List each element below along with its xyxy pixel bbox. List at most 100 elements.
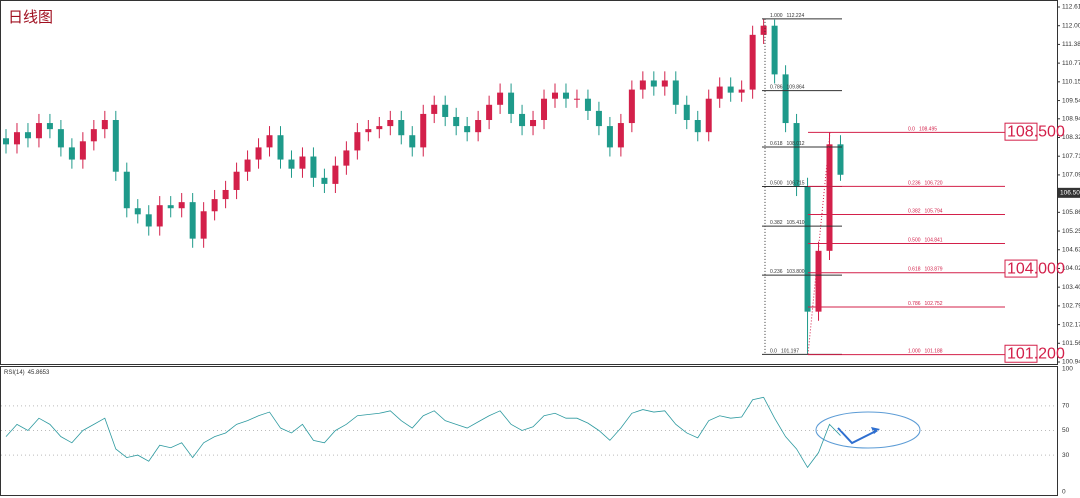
main-panel	[0, 0, 1058, 365]
y-tick-label: 102.175	[1062, 321, 1080, 328]
fib-price: 106.720	[925, 181, 943, 187]
candle-body	[486, 104, 493, 121]
fib-ratio: 0.786	[770, 85, 783, 91]
fib-ratio: 1.000	[908, 349, 921, 355]
candle-body	[321, 177, 328, 184]
candle-body	[167, 205, 174, 209]
rsi-tick-label: 50	[1062, 427, 1070, 434]
fib-ratio: 0.500	[770, 181, 783, 187]
fib-left-label: 0.0 101.197	[770, 349, 799, 355]
y-tick-label: 112.615	[1062, 4, 1080, 11]
y-tick-label: 104.020	[1062, 265, 1080, 272]
candle-body	[552, 92, 558, 99]
candle-body	[541, 98, 548, 121]
fib-ratio: 0.236	[908, 181, 921, 187]
candle-body	[277, 135, 284, 160]
candle-body	[508, 92, 515, 114]
candle-body	[431, 104, 438, 114]
fib-price: 112.224	[787, 13, 805, 19]
candle-body	[233, 171, 240, 190]
fib-left-label: 0.786 109.864	[770, 85, 805, 91]
candle-body	[826, 144, 833, 251]
fib-price: 108.012	[787, 141, 805, 147]
candle-body	[266, 135, 273, 148]
candle-body	[299, 156, 306, 169]
last-price-tag	[1058, 187, 1080, 198]
fib-right-label: 0.0 108.495	[908, 127, 937, 133]
candle-body	[617, 123, 624, 148]
target-box	[1004, 344, 1038, 363]
y-tick-label: 109.540	[1062, 97, 1080, 104]
fib-ratio: 0.382	[770, 221, 783, 227]
candle-body	[760, 25, 767, 35]
candle-body	[771, 25, 778, 75]
candle-body	[650, 80, 657, 87]
target-label: 104.000	[1007, 260, 1065, 277]
rsi-tick-label: 30	[1062, 452, 1070, 459]
candle-body	[101, 120, 108, 130]
y-tick-label: 101.560	[1062, 340, 1080, 347]
rsi-tick-label: 70	[1062, 403, 1070, 410]
candle-body	[727, 86, 734, 93]
rsi-last: 45.8653	[28, 370, 50, 376]
y-tick-label: 108.325	[1062, 134, 1080, 141]
fib-right-label: 0.618 103.879	[908, 267, 943, 273]
candle-body	[628, 89, 635, 124]
candle-body	[453, 116, 460, 127]
candle-body	[519, 113, 526, 127]
y-tick-label: 107.710	[1062, 153, 1080, 160]
rsi-panel	[0, 366, 1058, 496]
candle-body	[595, 110, 602, 127]
y-tick-label: 102.790	[1062, 303, 1080, 310]
candle-body	[310, 156, 317, 178]
fib-ratio: 0.786	[908, 301, 921, 307]
candle-body	[683, 104, 690, 121]
rsi-name: RSI(14)	[4, 370, 25, 376]
y-tick-label: 108.940	[1062, 116, 1080, 123]
candle-body	[705, 98, 712, 133]
fib-ratio: 0.618	[770, 141, 783, 147]
candle-body	[562, 92, 569, 99]
candle-body	[35, 123, 42, 139]
fib-price: 105.410	[787, 221, 805, 227]
y-tick-label: 103.405	[1062, 284, 1080, 291]
candle-body	[343, 150, 350, 166]
candle-body	[530, 120, 537, 127]
candle-body	[68, 147, 75, 160]
candle-body	[134, 208, 141, 215]
target-label: 101.200	[1007, 345, 1065, 362]
candle-body	[738, 89, 745, 93]
y-tick-label: 104.635	[1062, 246, 1080, 253]
candle-body	[694, 120, 701, 133]
target-box	[1004, 259, 1038, 278]
fib-ratio: 1.000	[770, 13, 783, 19]
candle-body	[145, 214, 152, 227]
candle-body	[815, 250, 822, 312]
target-label: 108.500	[1007, 123, 1065, 140]
candle-body	[332, 165, 339, 184]
fib-left-label: 0.236 103.800	[770, 269, 805, 275]
y-tick-label: 107.095	[1062, 172, 1080, 179]
candle-body	[716, 86, 723, 99]
candle-body	[398, 120, 405, 136]
fib-left-label: 1.000 112.224	[770, 13, 804, 19]
fib-left-label: 0.382 105.410	[770, 221, 805, 227]
candle-body	[3, 138, 9, 145]
fib-price: 103.800	[787, 269, 805, 275]
candle-body	[244, 159, 251, 172]
fib-ratio: 0.500	[908, 238, 921, 244]
candle-body	[211, 199, 218, 212]
fib-price: 109.864	[787, 85, 805, 91]
candle-body	[354, 132, 361, 151]
fib-right-label: 0.786 102.752	[908, 301, 943, 307]
candle-body	[464, 126, 471, 133]
chart-title: 日线图	[8, 9, 53, 26]
y-tick-label: 111.385	[1062, 41, 1080, 48]
highlight-ellipse	[815, 411, 921, 449]
candle-body	[749, 34, 756, 90]
candle-body	[837, 144, 844, 175]
candle-body	[661, 80, 668, 87]
candle-body	[606, 126, 613, 148]
y-tick-label: 105.865	[1062, 209, 1080, 216]
candle-body	[639, 80, 646, 90]
